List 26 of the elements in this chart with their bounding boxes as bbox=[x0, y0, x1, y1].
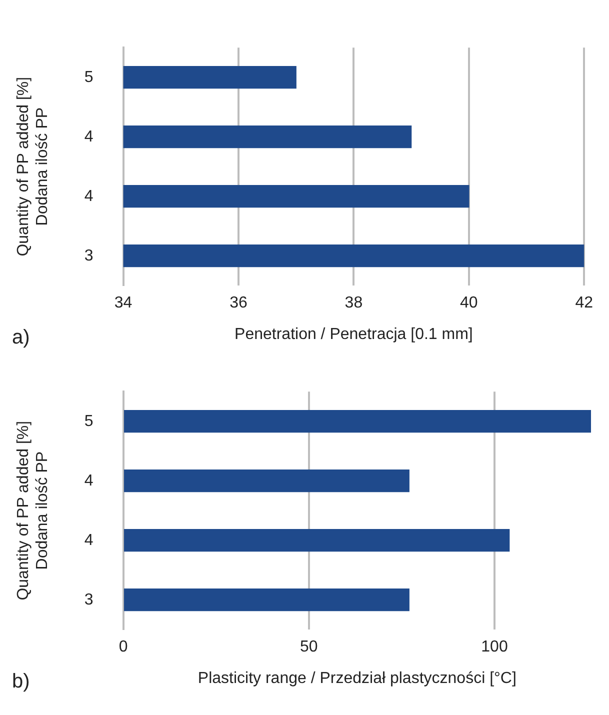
bar bbox=[124, 529, 510, 552]
x-tick-label: 38 bbox=[344, 294, 363, 312]
y-axis-title: Quantity of PP added [%] Dodana ilość PP bbox=[15, 420, 52, 600]
x-axis-title: Plasticity range / Przedział plastyczności [°C] bbox=[198, 670, 516, 687]
x-tick-label: 50 bbox=[300, 638, 318, 656]
y-tick-label: 4 bbox=[84, 128, 94, 146]
y-tick-label: 3 bbox=[84, 247, 94, 264]
x-tick-label: 42 bbox=[575, 294, 594, 312]
y-tick-label: 5 bbox=[84, 68, 94, 86]
y-tick-label: 3 bbox=[84, 591, 94, 608]
bar bbox=[124, 588, 410, 612]
y-tick-label: 4 bbox=[84, 532, 94, 549]
x-tick-label: 40 bbox=[460, 294, 478, 312]
text: b) bbox=[12, 670, 30, 693]
x-tick-label: 100 bbox=[481, 638, 508, 656]
x-tick-label: 34 bbox=[114, 294, 132, 312]
y-axis-title: Quantity of PP added [%] Dodana ilość PP bbox=[15, 76, 52, 256]
text: a) bbox=[12, 326, 30, 349]
x-tick-label: 36 bbox=[230, 294, 248, 312]
y-tick-label: 4 bbox=[84, 472, 94, 490]
y-tick-label: 4 bbox=[84, 188, 94, 205]
bar bbox=[124, 470, 410, 492]
y-tick-label: 5 bbox=[84, 412, 94, 430]
x-tick-label: 0 bbox=[118, 638, 128, 656]
x-axis-title: Penetration / Penetracja [0.1 mm] bbox=[234, 326, 473, 343]
bar bbox=[124, 410, 591, 433]
